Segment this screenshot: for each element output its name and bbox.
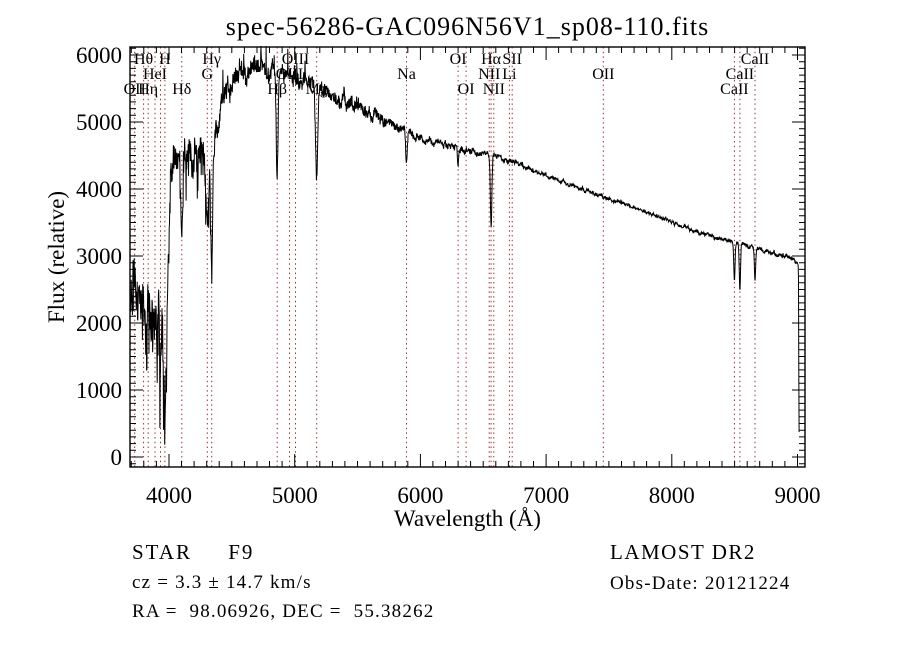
- y-tick-label: 4000: [76, 177, 122, 202]
- spectral-line-label: HeI: [143, 66, 167, 83]
- y-axis-label: Flux (relative): [44, 190, 69, 324]
- plot-title: spec-56286-GAC096N56V1_sp08-110.fits: [225, 12, 710, 41]
- spectral-line-label: Hη: [138, 81, 158, 98]
- spectral-line-label: Hβ: [267, 81, 287, 98]
- y-tick-label: 2000: [76, 311, 122, 336]
- x-tick-label: 7000: [523, 483, 569, 508]
- spectral-line-label: Na: [397, 66, 416, 83]
- marker-lines: [134, 47, 756, 467]
- spectral-line-label: OII: [124, 81, 146, 98]
- spectral-line-label: OII: [592, 66, 614, 83]
- spectral-line-label: H: [159, 51, 171, 68]
- spectral-line-label: SII: [502, 51, 522, 68]
- x-tick-label: 4000: [146, 483, 192, 508]
- classification-text: STAR F9: [132, 540, 255, 564]
- y-tick-label: 6000: [76, 43, 122, 68]
- x-tick-label: 6000: [397, 483, 443, 508]
- spectral-line-label: Hα: [481, 51, 502, 68]
- y-tick-label: 5000: [76, 110, 122, 135]
- spectral-line-label: Li: [502, 66, 517, 83]
- spectral-line-label: CaII: [720, 81, 748, 98]
- spectral-line-label: Hδ: [172, 81, 191, 98]
- radial-velocity-text: cz = 3.3 ± 14.7 km/s: [132, 572, 312, 593]
- y-tick-label: 1000: [76, 378, 122, 403]
- spectral-line-label: OIII: [282, 51, 310, 68]
- obs-date-text: Obs-Date: 20121224: [610, 573, 791, 594]
- plot-frame: [129, 46, 806, 468]
- tick-labels: 4000 5000 6000 7000 8000 9000 0 1000 2000 3000 400…: [76, 43, 821, 508]
- spectral-line-label: OI: [450, 51, 467, 68]
- spectral-line-label: NII: [478, 66, 500, 83]
- spectral-line-label: OI: [458, 81, 475, 98]
- x-tick-label: 8000: [649, 483, 695, 508]
- y-tick-label: 0: [111, 445, 123, 470]
- x-axis-label: Wavelength (Å): [394, 506, 541, 531]
- x-tick-label: 9000: [775, 483, 821, 508]
- spectral-line-label: CaII: [726, 66, 754, 83]
- spectral-line-label: G: [202, 66, 214, 83]
- x-tick-label: 5000: [272, 483, 318, 508]
- ra-dec-text: RA = 98.06926, DEC = 55.38262: [132, 601, 435, 622]
- spectrum-line: [129, 45, 800, 445]
- y-tick-label: 3000: [76, 244, 122, 269]
- spectral-line-label: NII: [483, 81, 505, 98]
- survey-release-text: LAMOST DR2: [610, 540, 756, 564]
- spectral-line-label: Hγ: [202, 51, 221, 68]
- axis-ticks: [130, 47, 805, 467]
- spectral-line-label: CaII: [741, 51, 769, 68]
